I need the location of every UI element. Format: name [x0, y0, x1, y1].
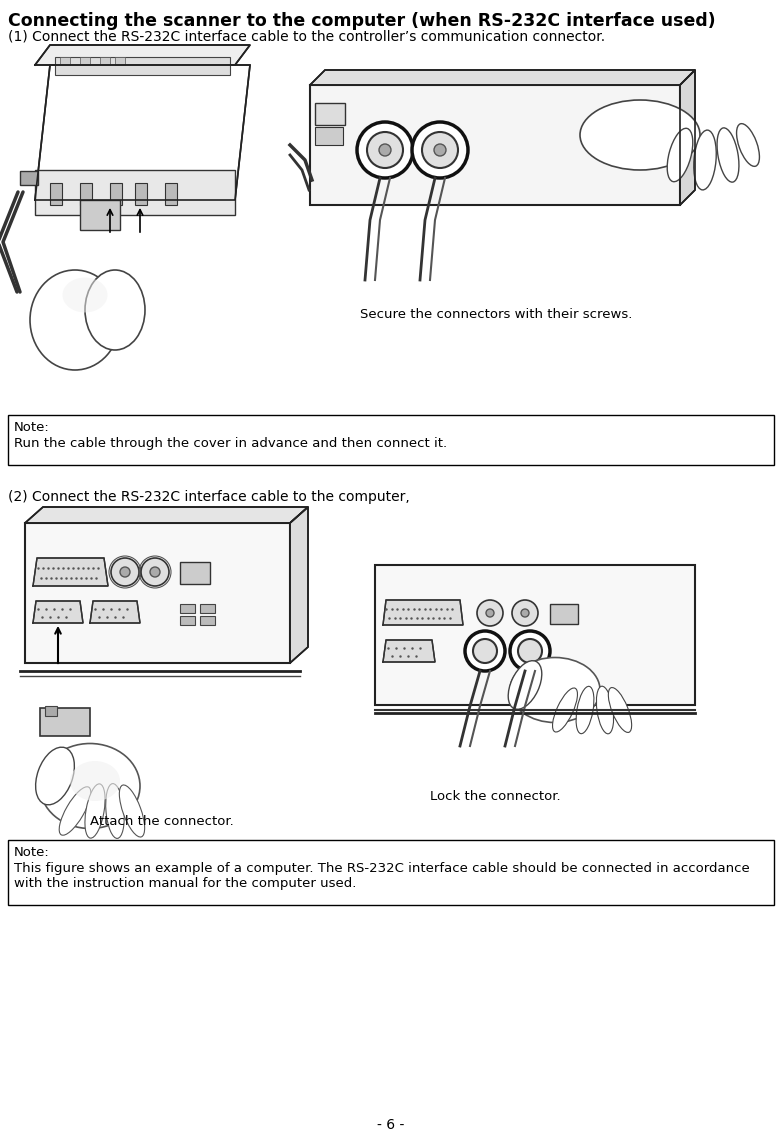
Ellipse shape: [667, 128, 693, 182]
Bar: [50, 183, 62, 206]
Bar: [165, 183, 177, 206]
Bar: [550, 604, 578, 624]
Circle shape: [111, 558, 139, 586]
Bar: [80, 183, 92, 206]
Text: Connecting the scanner to the computer (when RS-232C interface used): Connecting the scanner to the computer (…: [8, 13, 716, 30]
Bar: [110, 183, 122, 206]
Ellipse shape: [717, 128, 739, 182]
Text: Note:: Note:: [14, 421, 50, 434]
Bar: [310, 85, 680, 206]
Ellipse shape: [120, 785, 145, 837]
Text: This figure shows an example of a computer. The RS-232C interface cable should b: This figure shows an example of a comput…: [14, 862, 750, 890]
Bar: [8, 841, 774, 904]
Ellipse shape: [580, 100, 700, 170]
Ellipse shape: [553, 687, 577, 732]
Polygon shape: [310, 70, 695, 85]
Text: Secure the connectors with their screws.: Secure the connectors with their screws.: [360, 308, 633, 321]
Ellipse shape: [608, 687, 632, 732]
Ellipse shape: [85, 270, 145, 349]
Circle shape: [367, 132, 403, 168]
Circle shape: [120, 566, 130, 577]
Bar: [100, 57, 110, 65]
Bar: [180, 604, 195, 613]
Text: Run the cable through the cover in advance and then connect it.: Run the cable through the cover in advan…: [14, 437, 447, 450]
Ellipse shape: [36, 747, 74, 805]
Bar: [115, 57, 125, 65]
Bar: [35, 170, 235, 215]
Polygon shape: [25, 507, 308, 523]
Bar: [80, 57, 90, 65]
Text: Attach the connector.: Attach the connector.: [90, 815, 234, 828]
Circle shape: [510, 632, 550, 671]
Circle shape: [422, 132, 458, 168]
Polygon shape: [90, 601, 140, 624]
Circle shape: [477, 600, 503, 626]
Ellipse shape: [30, 270, 120, 370]
Bar: [25, 523, 290, 664]
Ellipse shape: [63, 278, 107, 313]
Bar: [200, 604, 215, 613]
Polygon shape: [290, 507, 308, 664]
Polygon shape: [35, 45, 250, 65]
Circle shape: [512, 600, 538, 626]
Ellipse shape: [694, 130, 716, 190]
Polygon shape: [383, 640, 435, 662]
Polygon shape: [35, 65, 250, 200]
Ellipse shape: [59, 787, 91, 835]
Bar: [180, 562, 210, 584]
Circle shape: [518, 640, 542, 664]
Bar: [375, 565, 695, 705]
Text: (1) Connect the RS-232C interface cable to the controller’s communication connec: (1) Connect the RS-232C interface cable …: [8, 30, 605, 45]
Circle shape: [379, 144, 391, 156]
Bar: [45, 706, 57, 716]
Bar: [80, 200, 120, 230]
Bar: [315, 127, 343, 145]
Ellipse shape: [737, 123, 759, 167]
Circle shape: [357, 122, 413, 178]
Bar: [60, 57, 70, 65]
Circle shape: [150, 566, 160, 577]
Circle shape: [141, 558, 169, 586]
Text: Lock the connector.: Lock the connector.: [430, 790, 561, 803]
Circle shape: [412, 122, 468, 178]
Circle shape: [465, 632, 505, 671]
Ellipse shape: [576, 686, 594, 733]
Bar: [40, 708, 90, 735]
Bar: [200, 616, 215, 625]
Text: - 6 -: - 6 -: [377, 1118, 405, 1132]
Ellipse shape: [510, 658, 600, 723]
Polygon shape: [383, 600, 463, 625]
Bar: [8, 415, 774, 465]
Polygon shape: [33, 558, 108, 586]
Ellipse shape: [508, 661, 542, 709]
Circle shape: [486, 609, 494, 617]
Polygon shape: [33, 601, 83, 624]
Ellipse shape: [85, 783, 105, 838]
Bar: [315, 103, 345, 124]
Text: (2) Connect the RS-232C interface cable to the computer,: (2) Connect the RS-232C interface cable …: [8, 490, 410, 504]
Bar: [20, 171, 38, 185]
Ellipse shape: [40, 743, 140, 828]
Circle shape: [473, 640, 497, 664]
Bar: [55, 57, 230, 75]
Polygon shape: [680, 70, 695, 206]
Ellipse shape: [597, 686, 614, 734]
Bar: [135, 183, 147, 206]
Ellipse shape: [106, 783, 124, 838]
Circle shape: [434, 144, 446, 156]
Bar: [180, 616, 195, 625]
Circle shape: [521, 609, 529, 617]
Ellipse shape: [70, 761, 120, 801]
Text: Note:: Note:: [14, 846, 50, 859]
